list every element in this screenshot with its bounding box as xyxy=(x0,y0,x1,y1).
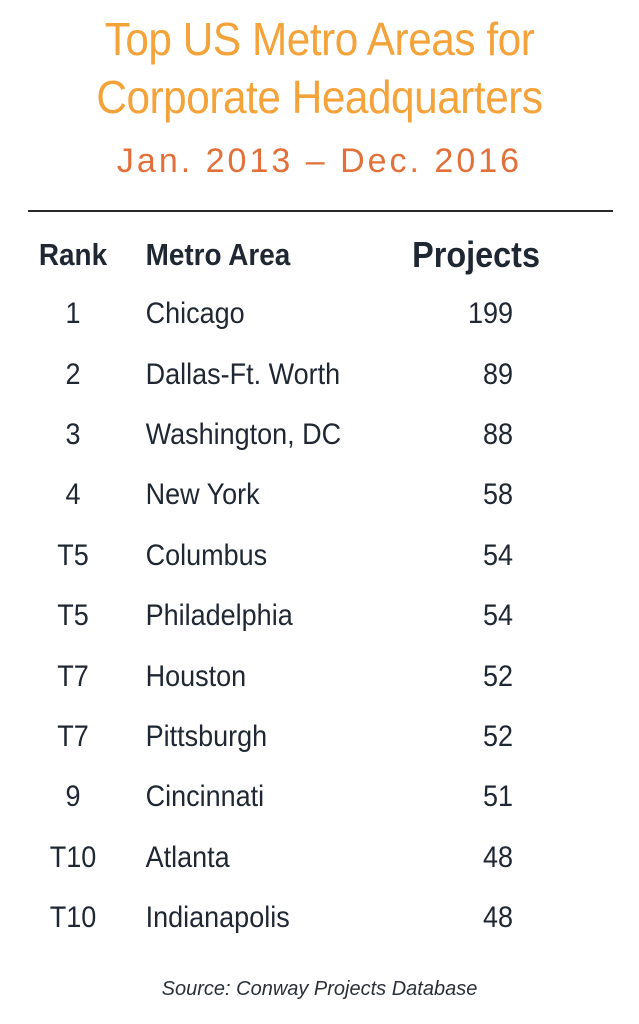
table-body: 1 Chicago 199 2 Dallas-Ft. Worth 89 3 Washingto… xyxy=(22,284,540,948)
metro-area-cell: Indianapolis xyxy=(145,901,290,935)
table-header-row: Rank Metro Area Projects xyxy=(22,226,540,284)
table-row: 2 Dallas-Ft. Worth 89 xyxy=(22,344,540,404)
rank-cell: 1 xyxy=(65,297,81,331)
projects-cell: 54 xyxy=(482,599,513,633)
rank-cell: 2 xyxy=(65,357,81,391)
table-row: T5 Columbus 54 xyxy=(22,526,540,586)
metro-area-cell: Chicago xyxy=(145,297,245,331)
projects-cell: 58 xyxy=(482,478,513,512)
column-header-rank: Rank xyxy=(38,237,108,272)
metro-area-cell: Houston xyxy=(145,659,247,693)
title-line-2: Corporate Headquarters xyxy=(96,71,543,123)
projects-cell: 52 xyxy=(482,719,513,753)
rank-cell: T5 xyxy=(57,538,89,572)
subtitle: Jan. 2013 – Dec. 2016 xyxy=(116,142,523,180)
ranking-table: Rank Metro Area Projects 1 Chicago 199 2 Dal… xyxy=(22,226,540,948)
table-row: 4 New York 58 xyxy=(22,465,540,525)
column-header-metro-area: Metro Area xyxy=(145,237,291,272)
metro-area-cell: Washington, DC xyxy=(145,417,342,451)
metro-area-cell: Atlanta xyxy=(145,840,230,874)
projects-cell: 54 xyxy=(482,538,513,572)
table-row: 1 Chicago 199 xyxy=(22,284,540,344)
projects-cell: 199 xyxy=(467,297,513,331)
metro-area-cell: Columbus xyxy=(145,538,268,572)
title-block: Top US Metro Areas for Corporate Headqua… xyxy=(0,10,639,126)
projects-cell: 48 xyxy=(482,840,513,874)
column-header-projects: Projects xyxy=(412,234,540,275)
source-note: Source: Conway Projects Database xyxy=(161,978,478,1000)
projects-cell: 51 xyxy=(482,780,513,814)
metro-area-cell: Cincinnati xyxy=(145,780,265,814)
table-row: T7 Houston 52 xyxy=(22,646,540,706)
projects-cell: 89 xyxy=(482,357,513,391)
projects-cell: 88 xyxy=(482,417,513,451)
title-line-1: Top US Metro Areas for xyxy=(104,13,535,65)
table-row: 3 Washington, DC 88 xyxy=(22,405,540,465)
table-row: T7 Pittsburgh 52 xyxy=(22,707,540,767)
metro-area-cell: Pittsburgh xyxy=(145,719,268,753)
rank-cell: T5 xyxy=(57,599,89,633)
table-row: T5 Philadelphia 54 xyxy=(22,586,540,646)
table-row: 9 Cincinnati 51 xyxy=(22,767,540,827)
rank-cell: 3 xyxy=(65,417,81,451)
metro-area-cell: Philadelphia xyxy=(145,599,293,633)
rank-cell: T10 xyxy=(49,840,97,874)
rank-cell: 4 xyxy=(65,478,81,512)
table-row: T10 Indianapolis 48 xyxy=(22,888,540,948)
rank-cell: 9 xyxy=(65,780,81,814)
projects-cell: 48 xyxy=(482,901,513,935)
metro-area-cell: New York xyxy=(145,478,260,512)
rank-cell: T7 xyxy=(57,659,89,693)
table-row: T10 Atlanta 48 xyxy=(22,828,540,888)
header-divider xyxy=(28,210,613,212)
metro-area-cell: Dallas-Ft. Worth xyxy=(145,357,341,391)
rank-cell: T7 xyxy=(57,719,89,753)
projects-cell: 52 xyxy=(482,659,513,693)
rank-cell: T10 xyxy=(49,901,97,935)
